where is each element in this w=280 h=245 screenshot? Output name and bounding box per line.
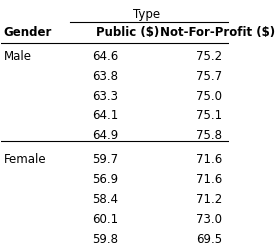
Text: 64.1: 64.1 <box>92 109 118 122</box>
Text: 63.8: 63.8 <box>92 70 118 83</box>
Text: Gender: Gender <box>4 26 52 39</box>
Text: 56.9: 56.9 <box>92 173 118 186</box>
Text: 69.5: 69.5 <box>196 233 222 245</box>
Text: 59.8: 59.8 <box>92 233 118 245</box>
Text: 75.1: 75.1 <box>196 109 222 122</box>
Text: 63.3: 63.3 <box>92 89 118 102</box>
Text: 58.4: 58.4 <box>92 193 118 206</box>
Text: Type: Type <box>133 8 160 21</box>
Text: 59.7: 59.7 <box>92 153 118 166</box>
Text: 60.1: 60.1 <box>92 213 118 226</box>
Text: 71.2: 71.2 <box>195 193 222 206</box>
Text: 75.7: 75.7 <box>196 70 222 83</box>
Text: 71.6: 71.6 <box>195 173 222 186</box>
Text: 64.9: 64.9 <box>92 129 118 142</box>
Text: Male: Male <box>4 50 32 63</box>
Text: 71.6: 71.6 <box>195 153 222 166</box>
Text: Female: Female <box>4 153 46 166</box>
Text: 64.6: 64.6 <box>92 50 118 63</box>
Text: Not-For-Profit ($): Not-For-Profit ($) <box>160 26 276 39</box>
Text: Public ($): Public ($) <box>96 26 159 39</box>
Text: 75.2: 75.2 <box>196 50 222 63</box>
Text: 73.0: 73.0 <box>196 213 222 226</box>
Text: 75.0: 75.0 <box>196 89 222 102</box>
Text: 75.8: 75.8 <box>196 129 222 142</box>
